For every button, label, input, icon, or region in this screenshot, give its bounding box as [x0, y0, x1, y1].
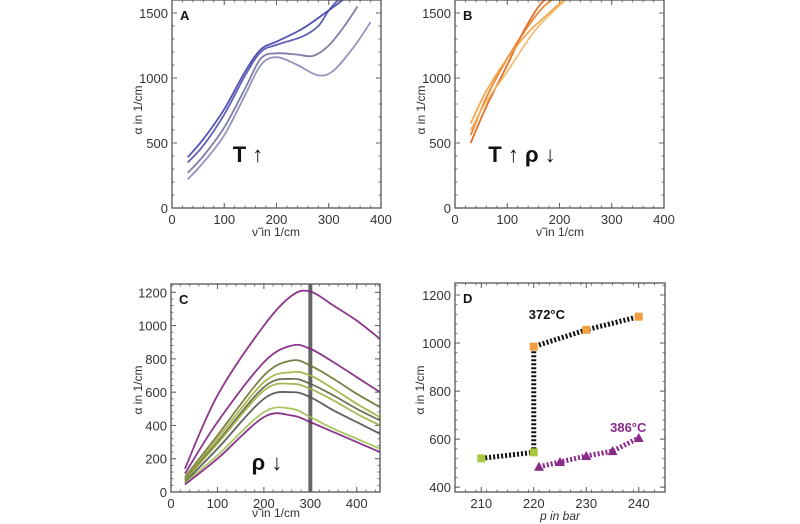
- x-axis-label: p in bar: [539, 509, 581, 523]
- annotation: ρ ↓: [252, 450, 283, 475]
- data-point: [582, 325, 591, 334]
- series-line-3: [184, 359, 380, 478]
- x-tick-label: 100: [496, 212, 518, 227]
- y-tick-label: 600: [429, 432, 451, 447]
- annotation: T ↑ ρ ↓: [488, 142, 555, 167]
- y-tick-label: 1000: [139, 71, 168, 86]
- plot-area: [477, 312, 644, 471]
- series-line-9: [184, 412, 380, 486]
- y-tick-label: 1500: [422, 6, 451, 21]
- panel-b: 0 100 200 300 400 0 500 1000 1500 B T ↑ ρ ↓ ν̃ in 1…: [414, 0, 675, 239]
- series-line-3: [187, 5, 359, 174]
- panel-d: 210 220 230 240 400 600 800 1000 1200 372°C 386°C D…: [413, 282, 666, 523]
- series-line-4: [469, 0, 568, 131]
- x-axis-label: ν̃ in 1/cm: [536, 225, 584, 239]
- x-tick-label: 300: [318, 212, 340, 227]
- y-tick-label: 1000: [422, 71, 451, 86]
- y-axis-label: α in 1/cm: [131, 86, 145, 135]
- plot-area: [184, 284, 380, 492]
- series-line-1: [186, 0, 345, 158]
- x-tick-label: 200: [253, 496, 275, 511]
- y-tick-label: 400: [145, 418, 167, 433]
- x-axis-label: ν̃ in 1/cm: [252, 506, 300, 520]
- series-line-3: [469, 0, 565, 124]
- panel-label: A: [180, 8, 190, 23]
- y-tick-label: 200: [145, 452, 167, 467]
- data-point: [534, 461, 544, 471]
- y-tick-label: 1000: [422, 336, 451, 351]
- plot-frame: [170, 283, 381, 493]
- panel-label: C: [179, 292, 189, 307]
- panel-label: D: [463, 291, 472, 306]
- plot-frame: [454, 282, 666, 493]
- x-tick-label: 400: [653, 212, 675, 227]
- y-axis-label: α in 1/cm: [414, 86, 428, 135]
- data-point: [581, 450, 592, 460]
- series-line-2: [538, 435, 640, 470]
- plot-frame: [171, 0, 382, 209]
- x-tick-label: 230: [575, 496, 597, 511]
- series-line-4: [187, 21, 372, 181]
- y-axis-label: α in 1/cm: [131, 366, 145, 415]
- data-point: [607, 446, 618, 456]
- y-tick-label: 1200: [138, 285, 167, 300]
- y-tick-label: 800: [429, 384, 451, 399]
- x-tick-label: 100: [213, 212, 235, 227]
- x-tick-label: 0: [451, 212, 458, 227]
- x-tick-label: 240: [628, 496, 650, 511]
- data-point: [529, 342, 538, 351]
- series-label: 372°C: [529, 307, 566, 322]
- series-line-4: [184, 370, 380, 480]
- x-tick-label: 300: [299, 496, 321, 511]
- series-label: 386°C: [610, 420, 647, 435]
- x-tick-label: 0: [168, 212, 175, 227]
- x-tick-label: 400: [370, 212, 392, 227]
- x-tick-label: 200: [266, 212, 288, 227]
- annotation: T ↑: [233, 142, 264, 167]
- y-axis-label: α in 1/cm: [413, 366, 427, 415]
- x-tick-label: 100: [207, 496, 229, 511]
- x-tick-label: 400: [346, 496, 368, 511]
- x-tick-label: 210: [470, 496, 492, 511]
- series-line-2: [187, 0, 340, 164]
- plot-area: [469, 0, 568, 144]
- series-line-8: [184, 406, 380, 484]
- y-tick-label: 800: [145, 352, 167, 367]
- data-point: [633, 432, 644, 442]
- series-line-6: [184, 382, 380, 481]
- y-tick-label: 500: [146, 136, 168, 151]
- series-line-1: [184, 289, 380, 470]
- x-tick-label: 220: [523, 496, 545, 511]
- y-tick-label: 1200: [422, 288, 451, 303]
- series-line-7: [184, 391, 380, 483]
- panel-label: B: [463, 8, 472, 23]
- panel-c: 0 100 200 300 400 0 200 400 600 800 1000 1200 Cρ ↓ ν̃…: [131, 283, 381, 520]
- y-tick-label: 0: [161, 201, 168, 216]
- series-line-5: [184, 377, 380, 481]
- y-tick-label: 600: [145, 385, 167, 400]
- y-tick-label: 400: [429, 480, 451, 495]
- y-tick-label: 0: [160, 485, 167, 500]
- y-tick-label: 1000: [138, 319, 167, 334]
- data-point: [634, 312, 643, 321]
- y-tick-label: 0: [444, 201, 451, 216]
- data-point: [477, 454, 486, 463]
- data-point: [529, 448, 538, 457]
- series-line-2: [469, 0, 554, 136]
- panel-a: 0 100 200 300 400 0 500 1000 1500 A T ↑ ν̃ in 1/cm α…: [131, 0, 392, 239]
- y-tick-label: 1500: [139, 6, 168, 21]
- series-line-1: [469, 0, 547, 144]
- x-tick-label: 0: [167, 496, 174, 511]
- y-tick-label: 500: [429, 136, 451, 151]
- x-axis-label: ν̃ in 1/cm: [252, 225, 300, 239]
- series-line-2: [184, 343, 380, 475]
- data-point: [555, 456, 565, 466]
- plot-frame: [454, 0, 665, 209]
- x-tick-label: 300: [601, 212, 623, 227]
- plot-area: [186, 0, 372, 181]
- x-tick-label: 200: [549, 212, 571, 227]
- series-line-1: [480, 314, 640, 461]
